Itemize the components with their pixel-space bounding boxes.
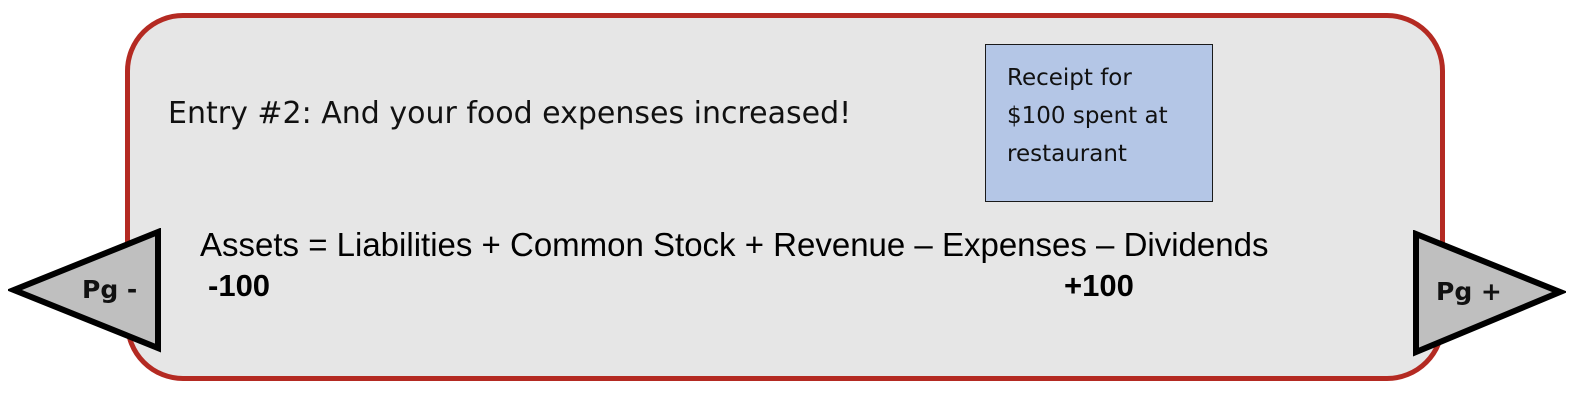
entry-title: Entry #2: And your food expenses increas… (168, 96, 852, 131)
receipt-note: Receipt for $100 spent at restaurant (985, 44, 1213, 202)
receipt-line: restaurant (1007, 141, 1127, 167)
next-page-button[interactable]: Pg + (1410, 230, 1566, 358)
next-page-label: Pg + (1436, 277, 1502, 306)
expenses-change: +100 (1064, 268, 1134, 303)
receipt-line: $100 spent at (1007, 103, 1168, 129)
right-arrow-icon (1413, 230, 1566, 357)
assets-change: -100 (208, 268, 271, 303)
previous-page-button[interactable]: Pg - (8, 228, 164, 354)
receipt-line: Receipt for (1007, 65, 1132, 91)
accounting-equation: Assets = Liabilities + Common Stock + Re… (200, 226, 1269, 263)
left-arrow-icon (8, 228, 161, 353)
content-panel (125, 13, 1445, 381)
previous-page-label: Pg - (82, 275, 138, 304)
